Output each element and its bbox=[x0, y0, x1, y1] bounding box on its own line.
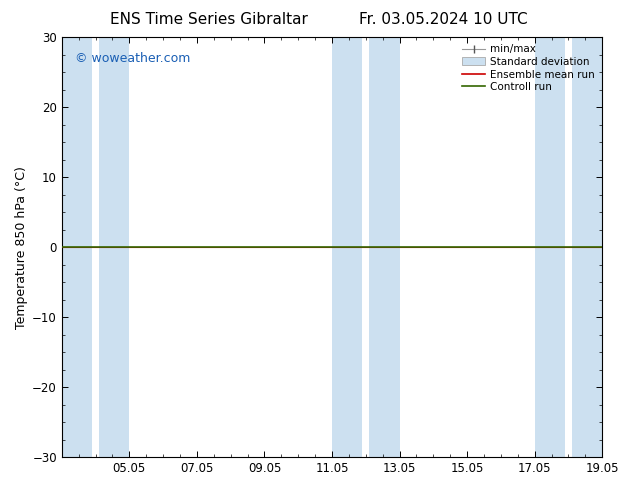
Bar bbox=[99, 37, 129, 457]
Text: © woweather.com: © woweather.com bbox=[75, 52, 191, 65]
Bar bbox=[572, 37, 602, 457]
Bar bbox=[534, 37, 565, 457]
Y-axis label: Temperature 850 hPa (°C): Temperature 850 hPa (°C) bbox=[15, 166, 28, 329]
Bar bbox=[332, 37, 363, 457]
Legend: min/max, Standard deviation, Ensemble mean run, Controll run: min/max, Standard deviation, Ensemble me… bbox=[460, 42, 597, 95]
Bar bbox=[369, 37, 399, 457]
Text: ENS Time Series Gibraltar: ENS Time Series Gibraltar bbox=[110, 12, 308, 27]
Bar bbox=[61, 37, 92, 457]
Text: Fr. 03.05.2024 10 UTC: Fr. 03.05.2024 10 UTC bbox=[359, 12, 528, 27]
